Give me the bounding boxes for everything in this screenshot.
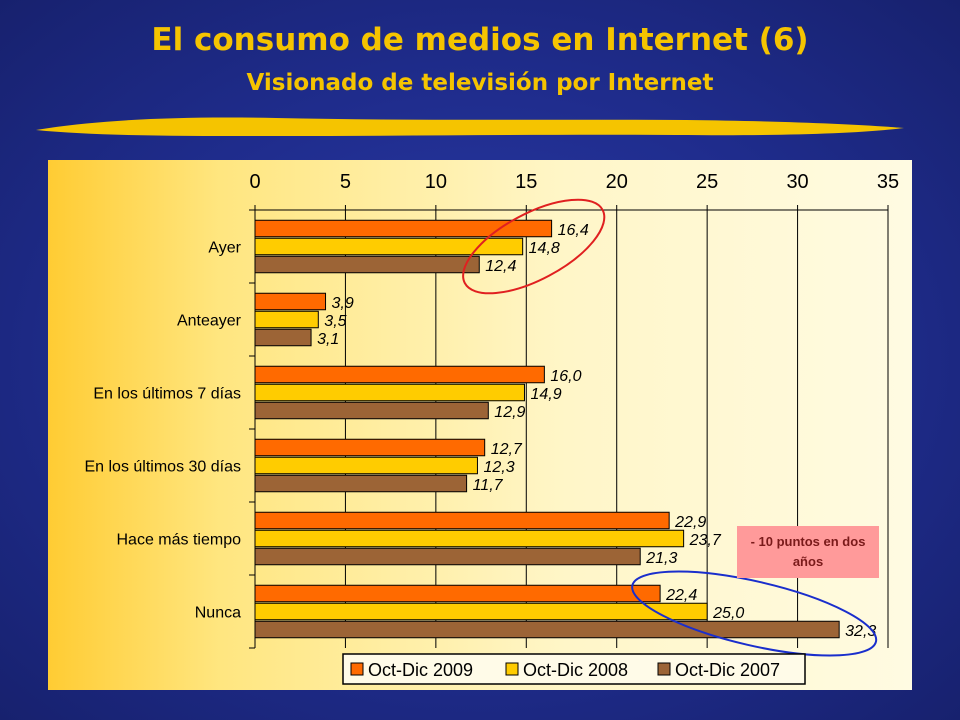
bar [254, 292, 327, 311]
title-underline [36, 117, 904, 136]
data-label: 12,4 [485, 258, 516, 275]
data-label: 3,5 [324, 313, 346, 330]
data-label: 14,8 [529, 240, 560, 257]
bar [254, 438, 486, 457]
bar [254, 529, 685, 548]
x-tick-label: 15 [515, 171, 537, 193]
bar [254, 383, 525, 402]
x-tick-label: 35 [877, 171, 899, 193]
bar [254, 328, 312, 347]
category-label: Anteayer [177, 313, 242, 330]
category-label: En los últimos 7 días [93, 386, 241, 403]
data-label: 12,7 [491, 441, 523, 458]
category-label: Hace más tiempo [117, 532, 242, 549]
legend-swatch [657, 662, 671, 676]
legend-swatch [350, 662, 364, 676]
bar [254, 602, 708, 621]
data-label: 11,7 [473, 477, 504, 494]
legend-box [342, 653, 806, 685]
bar [254, 365, 545, 384]
bar-chart: 0 5 10 15 20 25 30 35 Ayer 16,414,8 12,4 Anteayer 3,… [84, 171, 899, 685]
slide-title: El consumo de medios en Internet (6) [151, 22, 809, 58]
bar [254, 255, 480, 274]
bar [254, 547, 641, 566]
x-tick-label: 0 [249, 171, 260, 193]
bar [254, 219, 553, 238]
highlight-ellipse-blue [631, 570, 878, 657]
data-label: 3,1 [317, 331, 339, 348]
legend-swatch [505, 662, 519, 676]
category-label: En los últimos 30 días [84, 459, 241, 476]
data-label: 3,9 [332, 295, 354, 312]
x-tick-label: 30 [786, 171, 808, 193]
x-tick-label: 25 [696, 171, 718, 193]
data-label: 14,9 [530, 386, 561, 403]
bar [254, 511, 670, 530]
bar [254, 401, 489, 420]
data-label: 16,0 [550, 368, 581, 385]
data-label: 16,4 [558, 222, 589, 239]
highlight-ellipse-red [462, 198, 606, 295]
x-tick-label: 5 [340, 171, 351, 193]
bar [254, 310, 319, 329]
bar [254, 456, 478, 475]
data-label: 25,0 [712, 605, 744, 622]
data-label: 12,9 [494, 404, 525, 421]
chart-panel: 0 5 10 15 20 25 30 35 Ayer 16,4 14,8 12,4 Anteayer 3,… [48, 160, 912, 690]
x-tick-label: 20 [606, 171, 628, 193]
category-label: Ayer [208, 240, 241, 257]
bar [254, 474, 468, 493]
legend-item: Oct-Dic 2007 [675, 660, 780, 680]
legend-item: Oct-Dic 2009 [368, 660, 473, 680]
x-tick-label: 10 [425, 171, 447, 193]
data-label: 21,3 [645, 550, 677, 567]
bar [254, 237, 524, 256]
data-label: 22,9 [674, 514, 706, 531]
category-label: Nunca [195, 605, 241, 622]
bar [254, 620, 840, 639]
data-label: 23,7 [689, 532, 722, 549]
data-label: 22,4 [665, 587, 697, 604]
bar [254, 584, 661, 603]
data-label: 12,3 [483, 459, 514, 476]
slide-subtitle: Visionado de televisión por Internet [246, 70, 714, 96]
callout-box: - 10 puntos en dos años [737, 526, 879, 578]
legend-item: Oct-Dic 2008 [523, 660, 628, 680]
